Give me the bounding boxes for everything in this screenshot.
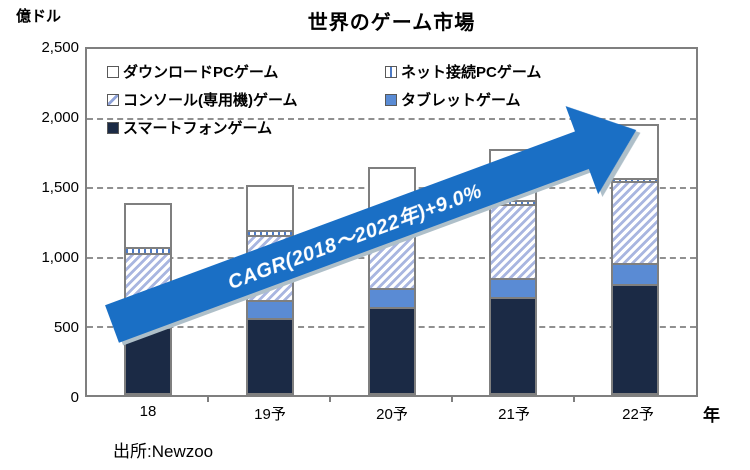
y-tick-2000: 2,000 (41, 109, 79, 126)
x-label-2020: 20予 (376, 406, 408, 423)
segment-tablet-21予 (491, 277, 536, 297)
segment-download-19予 (247, 186, 292, 231)
segment-smartphone-19予 (247, 318, 292, 393)
chart-title: 世界のゲーム市場 (307, 12, 476, 34)
segment-netpc-19予 (247, 230, 292, 235)
net-pc-swatch-icon (385, 65, 397, 78)
segment-download-22予 (613, 125, 658, 179)
legend-item-smartphone: スマートフォンゲーム (107, 117, 272, 138)
x-axis-tick (329, 397, 331, 402)
segment-tablet-19予 (247, 299, 292, 319)
y-axis: 2,500 2,000 1,500 1,000 500 0 (0, 0, 79, 470)
x-axis-unit-label: 年 (703, 406, 720, 425)
segment-smartphone-22予 (613, 284, 658, 393)
x-label-2022: 22予 (622, 406, 654, 423)
y-axis-unit-label: 億ドル (16, 8, 62, 25)
legend-label: コンソール(専用機)ゲーム (123, 92, 298, 109)
console-swatch-icon (107, 93, 119, 106)
segment-tablet-20予 (369, 288, 414, 307)
x-label-2019: 19予 (254, 406, 286, 423)
x-axis-tick (573, 397, 575, 402)
segment-smartphone-20予 (369, 306, 414, 393)
segment-smartphone-21予 (491, 296, 536, 393)
gridline-2000 (87, 118, 696, 121)
legend-label: タブレットゲーム (401, 92, 521, 109)
smartphone-swatch-icon (107, 121, 119, 134)
segment-download-18 (125, 205, 170, 248)
y-tick-1000: 1,000 (41, 249, 79, 266)
y-tick-0: 0 (70, 389, 79, 406)
segment-netpc-22予 (613, 178, 658, 182)
legend-label: ダウンロードPCゲーム (123, 64, 279, 81)
segment-console-21予 (491, 203, 536, 278)
x-label-2018: 18 (139, 403, 157, 420)
y-tick-2500: 2,500 (41, 39, 79, 56)
x-label-2021: 21予 (498, 406, 530, 423)
legend-item-tablet: タブレットゲーム (385, 89, 521, 110)
x-axis-tick (207, 397, 209, 402)
segment-netpc-21予 (491, 200, 536, 204)
plot-area: CAGR(2018～2022年)+9.0% ダウンロードPCゲーム ネット接続P… (85, 47, 698, 397)
bars-layer (87, 49, 696, 395)
segment-netpc-18 (125, 247, 170, 254)
legend-item-net-pc: ネット接続PCゲーム (385, 61, 541, 82)
legend-item-console: コンソール(専用機)ゲーム (107, 89, 298, 110)
legend-item-download-pc: ダウンロードPCゲーム (107, 61, 278, 82)
segment-tablet-22予 (613, 262, 658, 285)
legend-label: ネット接続PCゲーム (401, 64, 542, 81)
source-caption: 出所:Newzoo (113, 442, 214, 461)
y-tick-500: 500 (53, 319, 79, 336)
legend-label: スマートフォンゲーム (123, 120, 273, 137)
segment-console-22予 (613, 181, 658, 263)
download-pc-swatch-icon (107, 65, 119, 78)
y-tick-1500: 1,500 (41, 179, 79, 196)
bar-22予 (611, 123, 660, 395)
tablet-swatch-icon (385, 93, 397, 106)
x-axis-tick (451, 397, 453, 402)
